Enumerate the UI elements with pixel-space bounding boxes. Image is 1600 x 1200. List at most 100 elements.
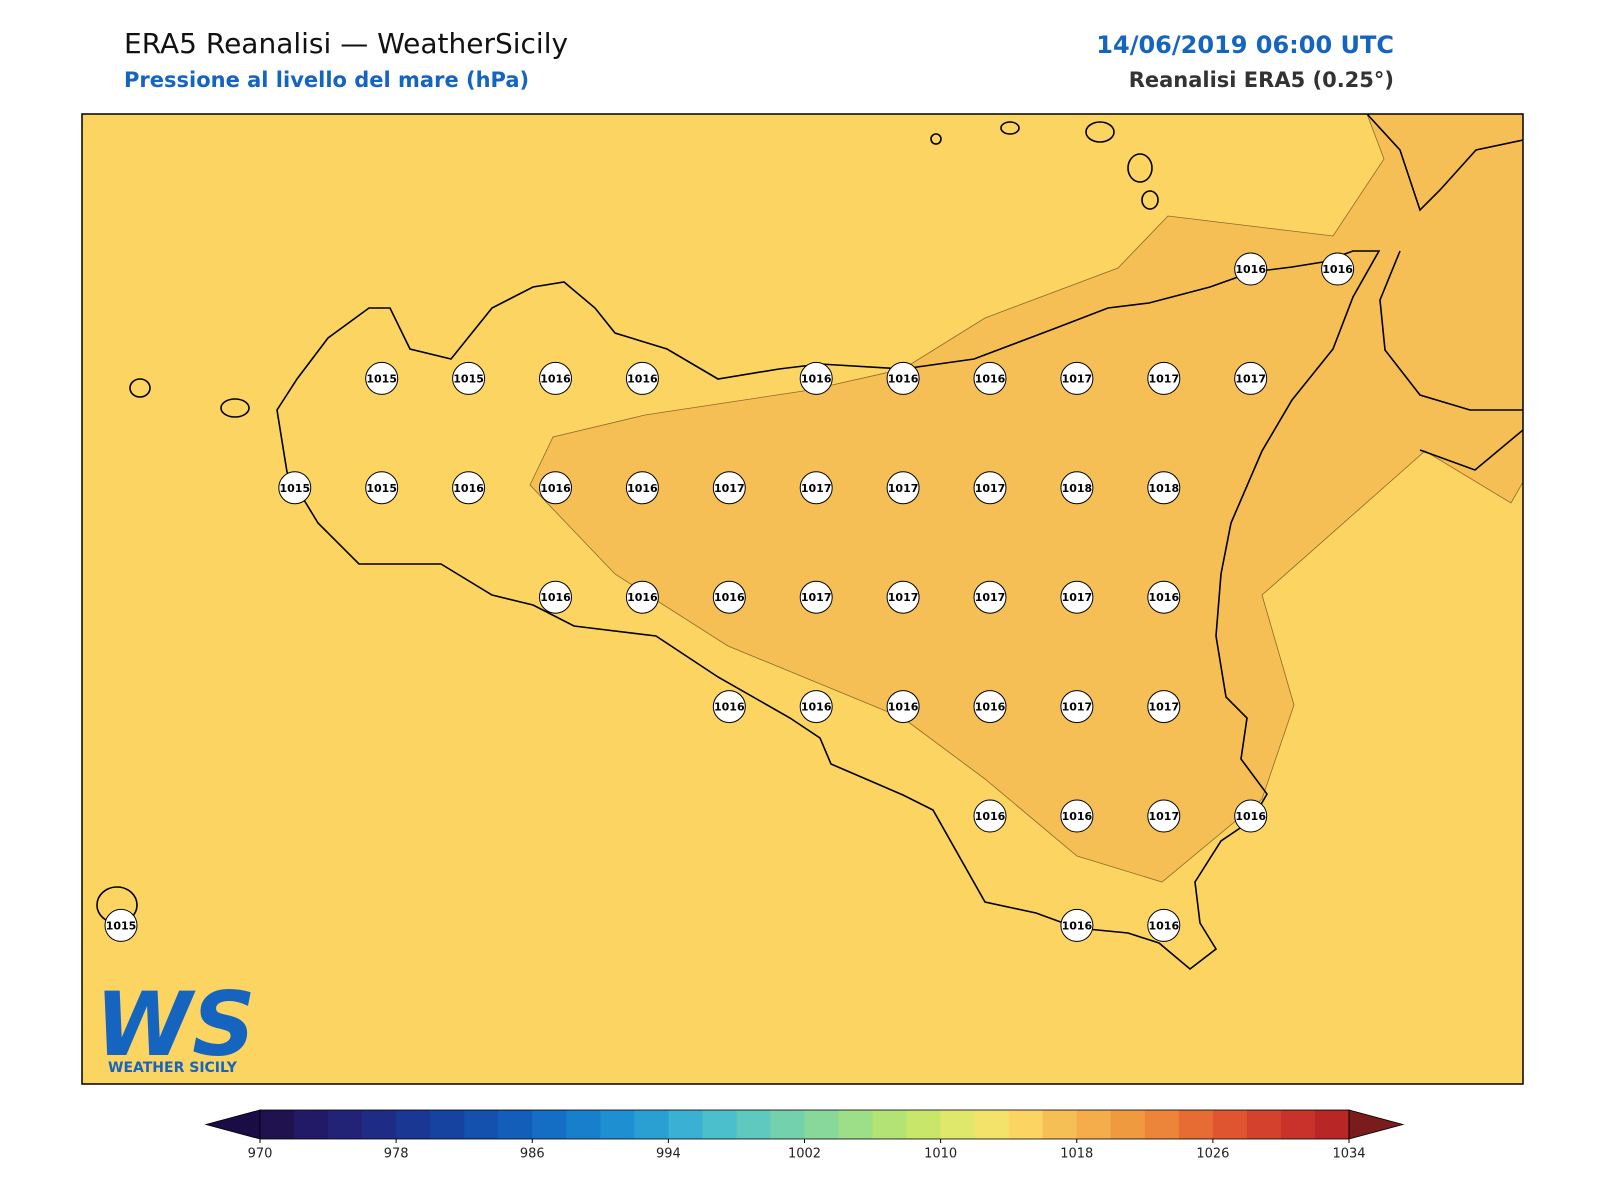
station-value: 1017: [1062, 591, 1093, 604]
station-value: 1015: [366, 482, 397, 495]
title: ERA5 Reanalisi — WeatherSicily: [124, 27, 568, 60]
colorbar-segment: [498, 1110, 533, 1139]
station-value: 1017: [1148, 701, 1179, 714]
colorbar-segment: [1076, 1110, 1112, 1139]
colorbar-tick-label: 1010: [924, 1147, 957, 1162]
colorbar-segment: [1246, 1110, 1282, 1139]
station-marker: [799, 361, 833, 395]
station-value: 1017: [1148, 810, 1179, 823]
colorbar-tick-label: 1026: [1196, 1147, 1229, 1162]
station-marker: [1147, 690, 1181, 724]
colorbar-segment: [1110, 1110, 1146, 1139]
station-value: 1016: [975, 810, 1006, 823]
station-marker: [1060, 799, 1094, 833]
logo-letters: WS: [95, 973, 255, 1076]
station-value: 1016: [540, 372, 571, 385]
station-marker: [625, 580, 659, 614]
station-value: 1015: [279, 482, 310, 495]
station-value: 1017: [1235, 372, 1266, 385]
station-marker: [886, 580, 920, 614]
station-value: 1016: [1322, 263, 1353, 276]
station-marker: [625, 361, 659, 395]
station-value: 1016: [453, 482, 484, 495]
station-marker: [886, 361, 920, 395]
colorbar-segment: [838, 1110, 874, 1139]
station-value: 1016: [1062, 919, 1093, 932]
station-marker: [625, 471, 659, 505]
colorbar-segment: [940, 1110, 976, 1139]
station-marker: [799, 471, 833, 505]
colorbar-segment: [396, 1110, 431, 1139]
colorbar-segment: [804, 1110, 840, 1139]
station-value: 1016: [714, 591, 745, 604]
date: 14/06/2019 06:00 UTC: [1096, 31, 1394, 59]
colorbar-segment: [362, 1110, 397, 1139]
colorbar-segment: [260, 1110, 295, 1139]
station-value: 1016: [627, 591, 658, 604]
stations: 1016 1016 1015 1015 1016 1016 1016 1016 1016 1017…: [104, 252, 1355, 942]
station-marker: [1060, 908, 1094, 942]
station-value: 1016: [1148, 591, 1179, 604]
colorbar-segment: [294, 1110, 329, 1139]
station-value: 1016: [540, 591, 571, 604]
station-value: 1017: [975, 482, 1006, 495]
colorbar-segment: [634, 1110, 669, 1139]
station-marker: [973, 799, 1007, 833]
station-value: 1015: [366, 372, 397, 385]
station-value: 1016: [627, 482, 658, 495]
station-value: 1017: [888, 482, 919, 495]
colorbar-segment: [566, 1110, 601, 1139]
colorbar-segment: [1314, 1110, 1350, 1139]
station-value: 1017: [801, 591, 832, 604]
source: Reanalisi ERA5 (0.25°): [1129, 68, 1394, 92]
station-marker: [1147, 799, 1181, 833]
colorbar-over: [1348, 1109, 1405, 1140]
station-marker: [1147, 580, 1181, 614]
colorbar-under: [204, 1109, 261, 1140]
colorbar-segment: [1212, 1110, 1248, 1139]
station-marker: [1060, 361, 1094, 395]
station-marker: [1147, 471, 1181, 505]
station-value: 1018: [1148, 482, 1179, 495]
station-marker: [886, 690, 920, 724]
station-marker: [104, 908, 138, 942]
station-value: 1016: [1148, 919, 1179, 932]
station-value: 1015: [453, 372, 484, 385]
station-marker: [539, 361, 572, 395]
colorbar: 970 978 986 994 1002 1010 1018 1026 1034: [204, 1109, 1405, 1162]
station-value: 1016: [714, 701, 745, 714]
station-marker: [365, 471, 399, 505]
station-marker: [1147, 908, 1181, 942]
station-marker: [799, 690, 833, 724]
station-value: 1016: [1235, 810, 1266, 823]
colorbar-tick-label: 978: [384, 1147, 409, 1162]
station-marker: [712, 471, 746, 505]
station-value: 1017: [801, 482, 832, 495]
station-marker: [1060, 471, 1094, 505]
colorbar-tick-label: 1018: [1060, 1147, 1093, 1162]
station-value: 1016: [801, 701, 832, 714]
station-marker: [1234, 252, 1268, 286]
station-value: 1016: [801, 372, 832, 385]
colorbar-tick-label: 970: [248, 1147, 273, 1162]
station-marker: [539, 471, 572, 505]
colorbar-segment: [668, 1110, 703, 1139]
station-value: 1016: [1235, 263, 1266, 276]
colorbar-segment: [600, 1110, 635, 1139]
colorbar-tick-label: 1002: [788, 1147, 821, 1162]
station-marker: [1234, 361, 1268, 395]
station-marker: [278, 471, 312, 505]
colorbar-segment: [430, 1110, 465, 1139]
colorbar-segment: [532, 1110, 567, 1139]
station-marker: [1147, 361, 1181, 395]
station-value: 1017: [714, 482, 745, 495]
station-marker: [799, 580, 833, 614]
station-marker: [973, 690, 1007, 724]
colorbar-tick-label: 986: [520, 1147, 545, 1162]
station-value: 1017: [1148, 372, 1179, 385]
coastline: [96, 114, 1523, 971]
station-value: 1016: [975, 372, 1006, 385]
station-marker: [1060, 690, 1094, 724]
colorbar-segment: [1042, 1110, 1078, 1139]
